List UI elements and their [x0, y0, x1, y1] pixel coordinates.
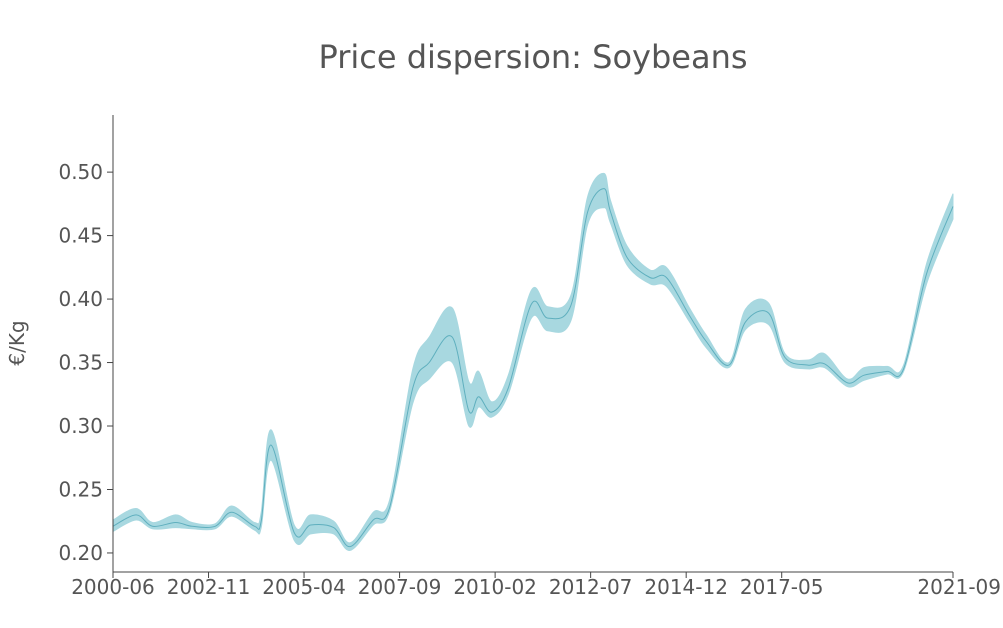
y-tick-label: 0.35 — [58, 351, 103, 375]
plot-area — [112, 172, 954, 551]
chart-title: Price dispersion: Soybeans — [318, 38, 747, 76]
x-tick-label: 2014-12 — [644, 575, 728, 599]
x-tick-label: 2012-07 — [549, 575, 633, 599]
y-tick-label: 0.50 — [58, 160, 103, 184]
y-tick-label: 0.20 — [58, 541, 103, 565]
x-ticks: 2000-06 2002-11 2005-04 2007-09 2010-02 2012-… — [71, 572, 1001, 599]
y-tick-label: 0.45 — [58, 224, 103, 248]
y-ticks: 0.20 0.25 0.30 0.35 0.40 0.45 0.50 — [58, 160, 113, 565]
y-tick-label: 0.30 — [58, 414, 103, 438]
x-tick-label: 2000-06 — [71, 575, 155, 599]
y-axis-label: €/Kg — [5, 320, 29, 365]
x-tick-label: 2017-05 — [740, 575, 824, 599]
price-range-band — [112, 172, 954, 551]
y-tick-label: 0.25 — [58, 477, 103, 501]
x-tick-label: 2007-09 — [358, 575, 442, 599]
y-tick-label: 0.40 — [58, 287, 103, 311]
x-tick-label: 2002-11 — [167, 575, 251, 599]
price-mid-line — [112, 188, 954, 548]
x-tick-label: 2010-02 — [453, 575, 537, 599]
x-tick-label: 2021-09 — [917, 575, 1001, 599]
x-tick-label: 2005-04 — [262, 575, 346, 599]
